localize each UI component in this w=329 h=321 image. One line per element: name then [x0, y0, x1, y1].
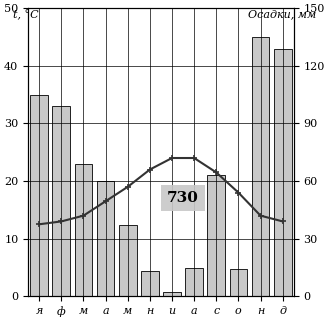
Bar	[53, 106, 70, 296]
Bar	[274, 48, 291, 296]
Bar	[75, 164, 92, 296]
Bar	[163, 292, 181, 296]
Bar	[252, 37, 269, 296]
Text: t, °C: t, °C	[13, 10, 39, 20]
Text: 730: 730	[167, 191, 199, 205]
Text: Осадки, мм: Осадки, мм	[248, 10, 316, 20]
Bar	[119, 225, 137, 296]
Bar	[97, 181, 114, 296]
Bar	[141, 271, 159, 296]
Bar	[230, 269, 247, 296]
Bar	[30, 95, 48, 296]
Bar	[207, 175, 225, 296]
Bar	[185, 267, 203, 296]
